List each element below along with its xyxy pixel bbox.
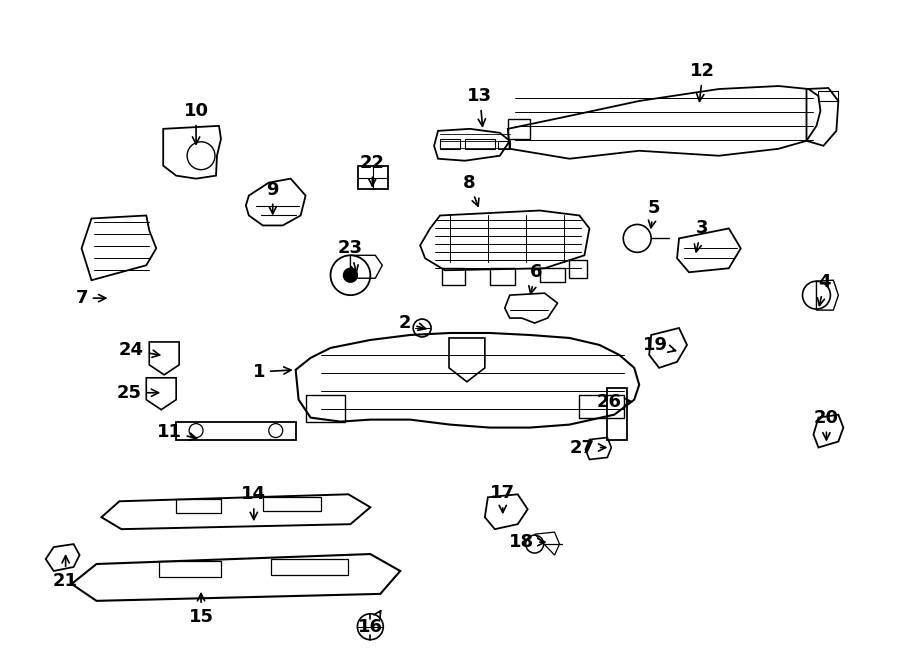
Text: 4: 4 (817, 273, 831, 305)
Text: 18: 18 (509, 533, 544, 551)
Text: 23: 23 (338, 239, 363, 273)
Text: 14: 14 (241, 485, 266, 520)
Text: 8: 8 (463, 174, 479, 206)
Text: 17: 17 (491, 485, 516, 512)
Text: 5: 5 (648, 198, 661, 228)
Text: 15: 15 (189, 594, 213, 626)
Text: 25: 25 (117, 384, 158, 402)
Text: 12: 12 (690, 62, 716, 101)
Text: 27: 27 (570, 438, 606, 457)
Text: 20: 20 (814, 408, 839, 440)
Text: 19: 19 (643, 336, 676, 354)
Text: 1: 1 (253, 363, 291, 381)
Text: 7: 7 (76, 289, 106, 307)
Text: 24: 24 (119, 341, 159, 359)
Text: 9: 9 (266, 180, 279, 214)
Text: 10: 10 (184, 102, 209, 144)
Text: 16: 16 (358, 611, 382, 636)
Text: 11: 11 (157, 422, 196, 441)
Text: 13: 13 (467, 87, 492, 126)
Text: 22: 22 (360, 154, 385, 186)
Text: 2: 2 (399, 314, 426, 332)
Circle shape (344, 268, 357, 282)
Text: 26: 26 (597, 393, 632, 410)
Text: 21: 21 (53, 556, 78, 590)
Text: 6: 6 (529, 263, 542, 293)
Text: 3: 3 (694, 219, 708, 252)
